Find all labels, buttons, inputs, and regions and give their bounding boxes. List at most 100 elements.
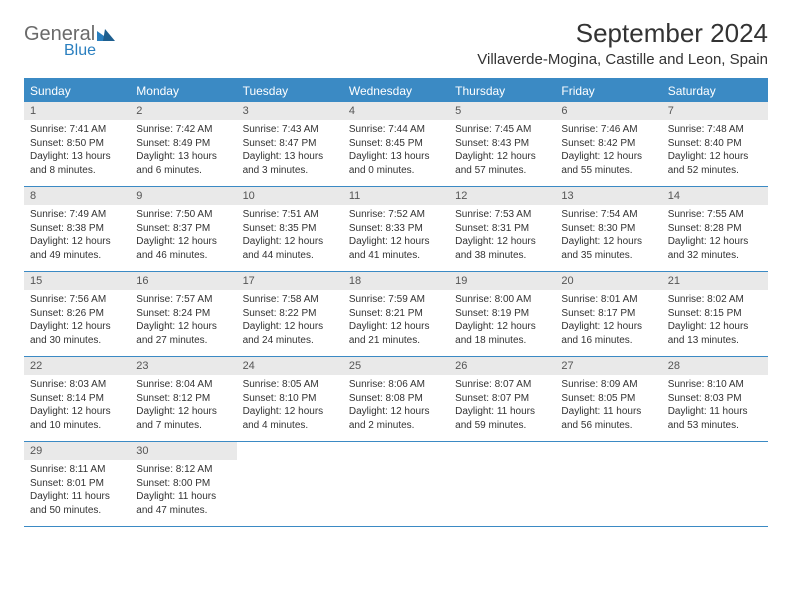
day-number: 25 [343,357,449,375]
day-line-sunrise: Sunrise: 8:09 AM [561,378,655,392]
day-line-d2: and 57 minutes. [455,164,549,178]
day-line-d2: and 4 minutes. [243,419,337,433]
logo-word-2: Blue [64,42,115,60]
month-title: September 2024 [477,18,768,49]
day-number: 23 [130,357,236,375]
week-row: 1Sunrise: 7:41 AMSunset: 8:50 PMDaylight… [24,102,768,187]
day-cell: 16Sunrise: 7:57 AMSunset: 8:24 PMDayligh… [130,272,236,356]
day-header-fri: Friday [555,80,661,102]
day-line-sunrise: Sunrise: 7:55 AM [668,208,762,222]
day-line-sunset: Sunset: 8:40 PM [668,137,762,151]
day-line-d2: and 2 minutes. [349,419,443,433]
day-cell: 6Sunrise: 7:46 AMSunset: 8:42 PMDaylight… [555,102,661,186]
day-line-d1: Daylight: 12 hours [349,405,443,419]
day-line-sunset: Sunset: 8:19 PM [455,307,549,321]
day-cell: 11Sunrise: 7:52 AMSunset: 8:33 PMDayligh… [343,187,449,271]
day-cell: 7Sunrise: 7:48 AMSunset: 8:40 PMDaylight… [662,102,768,186]
day-number: 16 [130,272,236,290]
day-body: Sunrise: 8:06 AMSunset: 8:08 PMDaylight:… [343,375,449,438]
day-number: 21 [662,272,768,290]
day-line-d1: Daylight: 12 hours [243,235,337,249]
day-line-d1: Daylight: 12 hours [30,235,124,249]
day-body: Sunrise: 7:44 AMSunset: 8:45 PMDaylight:… [343,120,449,183]
day-cell: 23 Sunrise: 8:04 AMSunset: 8:12 PMDayligh… [130,357,236,441]
day-body: Sunrise: 8:09 AMSunset: 8:05 PMDaylight:… [555,375,661,438]
day-line-sunset: Sunset: 8:30 PM [561,222,655,236]
day-body: Sunrise: 7:56 AMSunset: 8:26 PMDaylight:… [24,290,130,353]
day-line-d2: and 27 minutes. [136,334,230,348]
week-row: 22Sunrise: 8:03 AMSunset: 8:14 PMDayligh… [24,357,768,442]
day-line-sunrise: Sunrise: 8:10 AM [668,378,762,392]
day-line-d1: Daylight: 12 hours [668,150,762,164]
day-cell: 10Sunrise: 7:51 AMSunset: 8:35 PMDayligh… [237,187,343,271]
day-body: Sunrise: 7:53 AMSunset: 8:31 PMDaylight:… [449,205,555,268]
day-line-d2: and 44 minutes. [243,249,337,263]
day-cell: 29Sunrise: 8:11 AMSunset: 8:01 PMDayligh… [24,442,130,526]
day-line-sunset: Sunset: 8:08 PM [349,392,443,406]
day-line-sunset: Sunset: 8:42 PM [561,137,655,151]
day-line-d2: and 52 minutes. [668,164,762,178]
week-row: 8Sunrise: 7:49 AMSunset: 8:38 PMDaylight… [24,187,768,272]
day-number: 27 [555,357,661,375]
day-line-d2: and 32 minutes. [668,249,762,263]
day-line-d1: Daylight: 12 hours [455,150,549,164]
empty-cell [237,442,343,526]
location: Villaverde-Mogina, Castille and Leon, Sp… [477,51,768,68]
day-number: 17 [237,272,343,290]
day-line-sunrise: Sunrise: 8:02 AM [668,293,762,307]
day-body: Sunrise: 8:07 AMSunset: 8:07 PMDaylight:… [449,375,555,438]
weeks-container: 1Sunrise: 7:41 AMSunset: 8:50 PMDaylight… [24,102,768,527]
day-line-sunset: Sunset: 8:15 PM [668,307,762,321]
day-body: Sunrise: 7:41 AMSunset: 8:50 PMDaylight:… [24,120,130,183]
day-line-d2: and 21 minutes. [349,334,443,348]
day-cell: 26Sunrise: 8:07 AMSunset: 8:07 PMDayligh… [449,357,555,441]
week-row: 29Sunrise: 8:11 AMSunset: 8:01 PMDayligh… [24,442,768,527]
day-body: Sunrise: 7:55 AMSunset: 8:28 PMDaylight:… [662,205,768,268]
day-line-sunset: Sunset: 8:01 PM [30,477,124,491]
day-headers: Sunday Monday Tuesday Wednesday Thursday… [24,80,768,102]
day-body: Sunrise: 7:49 AMSunset: 8:38 PMDaylight:… [24,205,130,268]
day-line-d2: and 10 minutes. [30,419,124,433]
day-number: 15 [24,272,130,290]
day-line-sunset: Sunset: 8:22 PM [243,307,337,321]
day-cell: 4Sunrise: 7:44 AMSunset: 8:45 PMDaylight… [343,102,449,186]
day-line-sunset: Sunset: 8:37 PM [136,222,230,236]
day-number: 1 [24,102,130,120]
day-number: 2 [130,102,236,120]
day-line-d1: Daylight: 12 hours [136,405,230,419]
day-line-sunrise: Sunrise: 8:04 AM [136,378,230,392]
logo-text-block: General Blue [24,24,115,60]
day-line-sunrise: Sunrise: 8:11 AM [30,463,124,477]
empty-cell [555,442,661,526]
day-line-d2: and 38 minutes. [455,249,549,263]
day-line-d2: and 53 minutes. [668,419,762,433]
day-body: Sunrise: 7:52 AMSunset: 8:33 PMDaylight:… [343,205,449,268]
day-line-d1: Daylight: 12 hours [243,320,337,334]
day-line-d2: and 59 minutes. [455,419,549,433]
day-line-sunset: Sunset: 8:24 PM [136,307,230,321]
day-number: 7 [662,102,768,120]
day-line-d2: and 3 minutes. [243,164,337,178]
day-header-mon: Monday [130,80,236,102]
day-cell: 25Sunrise: 8:06 AMSunset: 8:08 PMDayligh… [343,357,449,441]
calendar: Sunday Monday Tuesday Wednesday Thursday… [24,78,768,527]
day-line-sunset: Sunset: 8:07 PM [455,392,549,406]
day-line-sunrise: Sunrise: 7:52 AM [349,208,443,222]
day-line-sunset: Sunset: 8:05 PM [561,392,655,406]
empty-cell [662,442,768,526]
day-body: Sunrise: 8:02 AMSunset: 8:15 PMDaylight:… [662,290,768,353]
logo: General Blue [24,24,115,60]
day-number: 28 [662,357,768,375]
day-line-sunset: Sunset: 8:10 PM [243,392,337,406]
day-cell: 2Sunrise: 7:42 AMSunset: 8:49 PMDaylight… [130,102,236,186]
day-line-sunset: Sunset: 8:12 PM [136,392,230,406]
day-header-tue: Tuesday [237,80,343,102]
day-line-d1: Daylight: 13 hours [349,150,443,164]
day-cell: 13Sunrise: 7:54 AMSunset: 8:30 PMDayligh… [555,187,661,271]
day-line-d1: Daylight: 12 hours [561,235,655,249]
day-line-d2: and 56 minutes. [561,419,655,433]
day-number: 30 [130,442,236,460]
day-body: Sunrise: 7:54 AMSunset: 8:30 PMDaylight:… [555,205,661,268]
day-cell: 24Sunrise: 8:05 AMSunset: 8:10 PMDayligh… [237,357,343,441]
day-line-sunrise: Sunrise: 7:53 AM [455,208,549,222]
